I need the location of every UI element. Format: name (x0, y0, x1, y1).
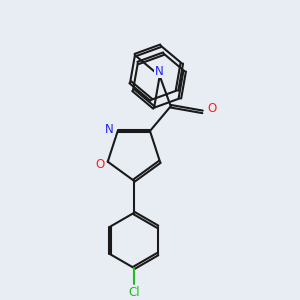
Text: O: O (208, 102, 217, 115)
Text: N: N (155, 64, 164, 78)
Text: O: O (95, 158, 104, 171)
Text: Cl: Cl (128, 286, 140, 298)
Text: N: N (105, 123, 114, 136)
